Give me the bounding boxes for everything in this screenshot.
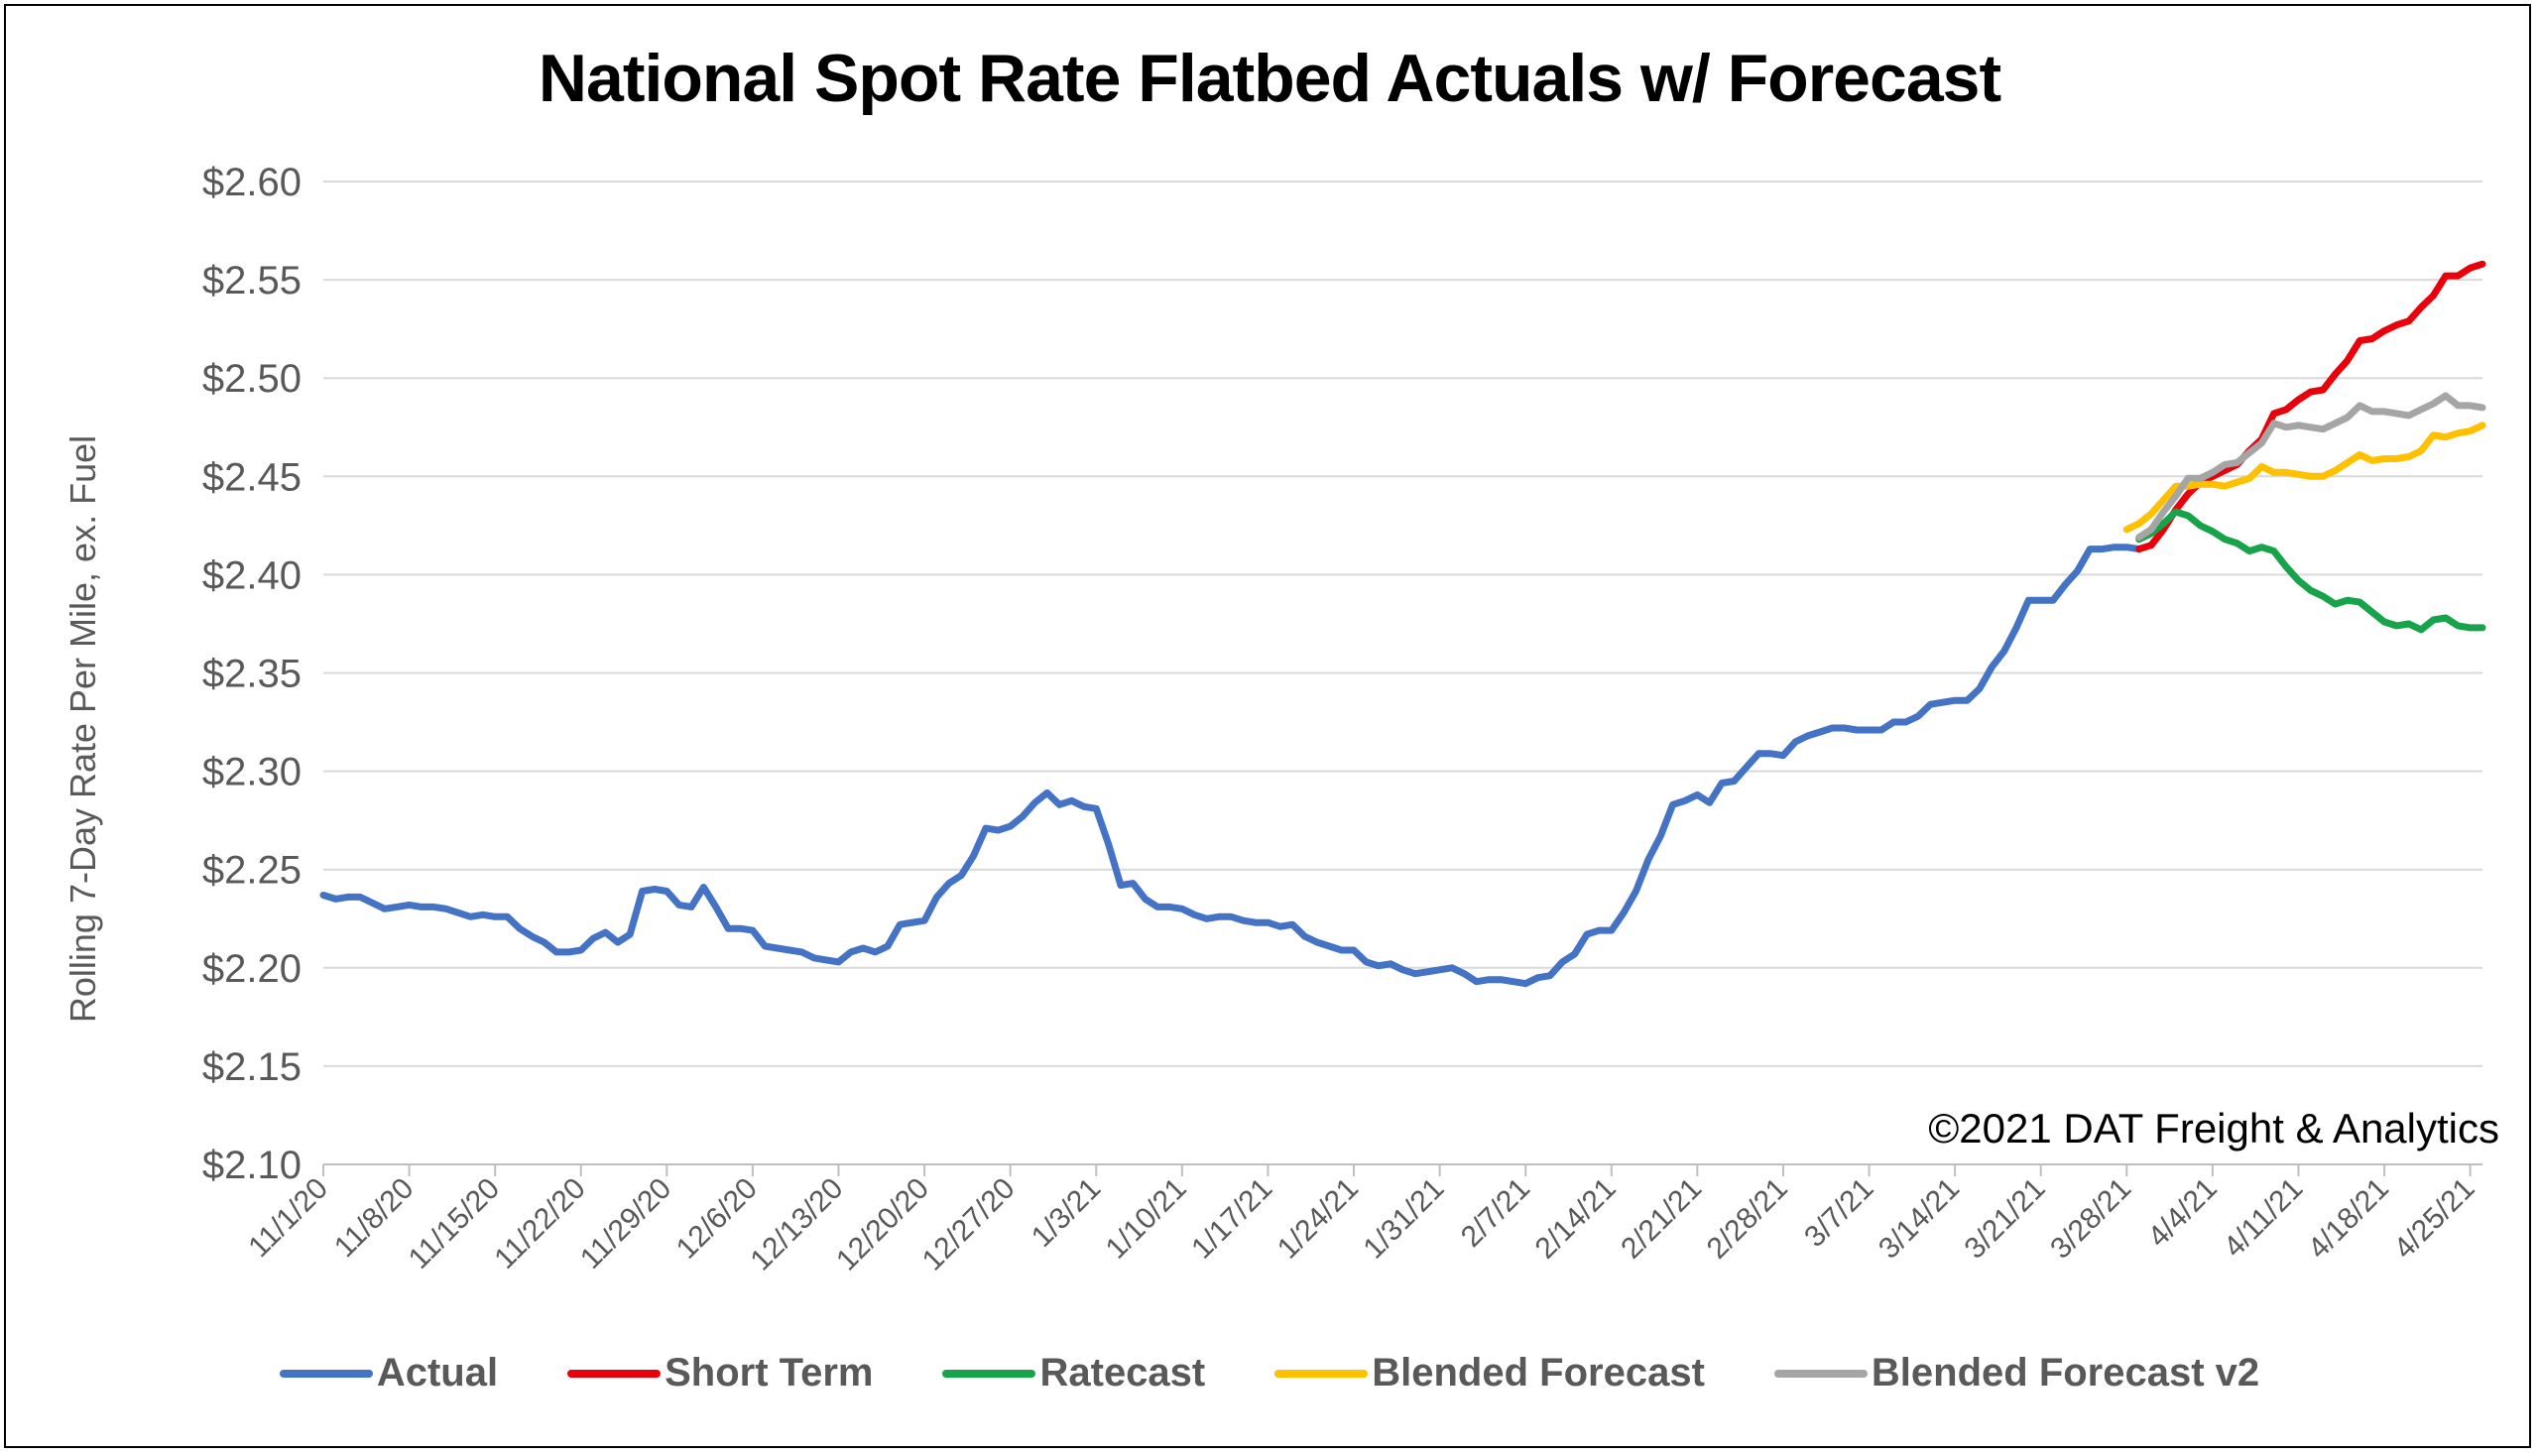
x-tick-label: 3/28/21 bbox=[2044, 1172, 2137, 1266]
x-tick-label: 12/27/20 bbox=[916, 1172, 1022, 1277]
x-tick-label: 2/7/21 bbox=[1455, 1172, 1536, 1254]
x-tick-label: 1/10/21 bbox=[1100, 1172, 1193, 1266]
y-tick-label: $2.50 bbox=[202, 357, 302, 401]
legend-label: Short Term bbox=[665, 1351, 874, 1395]
x-tick-label: 4/11/21 bbox=[2218, 1172, 2310, 1265]
y-tick-label: $2.30 bbox=[202, 751, 302, 794]
legend-item: Blended Forecast bbox=[1274, 1351, 1705, 1395]
y-tick-label: $2.15 bbox=[202, 1045, 302, 1089]
y-tick-label: $2.25 bbox=[202, 849, 302, 893]
legend-item: Actual bbox=[279, 1351, 499, 1395]
x-tick-label: 1/17/21 bbox=[1185, 1172, 1278, 1266]
x-tick-label: 11/22/20 bbox=[488, 1172, 591, 1275]
x-tick-label: 2/14/21 bbox=[1529, 1172, 1623, 1266]
legend-item: Short Term bbox=[567, 1351, 873, 1395]
x-tick-label: 1/24/21 bbox=[1271, 1172, 1365, 1266]
x-tick-label: 1/3/21 bbox=[1026, 1172, 1107, 1254]
y-tick-label: $2.40 bbox=[202, 553, 302, 597]
legend-swatch bbox=[1773, 1369, 1868, 1378]
y-tick-label: $2.10 bbox=[202, 1144, 302, 1187]
x-tick-label: 1/31/21 bbox=[1357, 1172, 1450, 1266]
y-tick-label: $2.55 bbox=[202, 259, 302, 303]
legend-item: Ratecast bbox=[942, 1351, 1205, 1395]
legend-swatch bbox=[567, 1369, 662, 1378]
x-tick-label: 2/21/21 bbox=[1615, 1172, 1708, 1266]
x-tick-label: 2/28/21 bbox=[1701, 1172, 1794, 1266]
series-line-ratecast bbox=[2135, 508, 2486, 634]
x-tick-label: 4/18/21 bbox=[2302, 1172, 2395, 1266]
y-tick-label: $2.45 bbox=[202, 455, 302, 499]
x-tick-label: 12/13/20 bbox=[745, 1172, 850, 1277]
series-line-blended-forecast-v2 bbox=[2135, 392, 2486, 542]
y-tick-label: $2.20 bbox=[202, 947, 302, 991]
legend-swatch bbox=[942, 1369, 1036, 1378]
chart-title: National Spot Rate Flatbed Actuals w/ Fo… bbox=[538, 41, 2001, 116]
chart-legend: Actual Short Term Ratecast Blended Forecast… bbox=[0, 1351, 2539, 1395]
x-tick-label: 11/15/20 bbox=[403, 1172, 506, 1275]
series-line-actual bbox=[319, 544, 2143, 988]
legend-label: Ratecast bbox=[1039, 1351, 1206, 1395]
legend-label: Blended Forecast bbox=[1372, 1351, 1705, 1395]
legend-label: Actual bbox=[376, 1351, 499, 1395]
x-tick-label: 11/29/20 bbox=[574, 1172, 677, 1275]
copyright-annotation: ©2021 DAT Freight & Analytics bbox=[1928, 1105, 2499, 1152]
x-tick-label: 3/14/21 bbox=[1873, 1172, 1966, 1266]
legend-label: Blended Forecast v2 bbox=[1871, 1351, 2260, 1395]
legend-swatch bbox=[1274, 1369, 1369, 1378]
x-tick-label: 3/21/21 bbox=[1959, 1172, 2052, 1266]
y-tick-label: $2.35 bbox=[202, 653, 302, 696]
legend-item: Blended Forecast v2 bbox=[1773, 1351, 2260, 1395]
y-tick-label: $2.60 bbox=[202, 161, 302, 204]
x-tick-label: 4/25/21 bbox=[2387, 1172, 2480, 1266]
x-tick-label: 4/4/21 bbox=[2142, 1172, 2224, 1254]
legend-swatch bbox=[279, 1369, 373, 1378]
chart-frame bbox=[4, 4, 2531, 1448]
x-tick-label: 12/20/20 bbox=[830, 1172, 935, 1277]
x-tick-label: 3/7/21 bbox=[1798, 1172, 1879, 1254]
